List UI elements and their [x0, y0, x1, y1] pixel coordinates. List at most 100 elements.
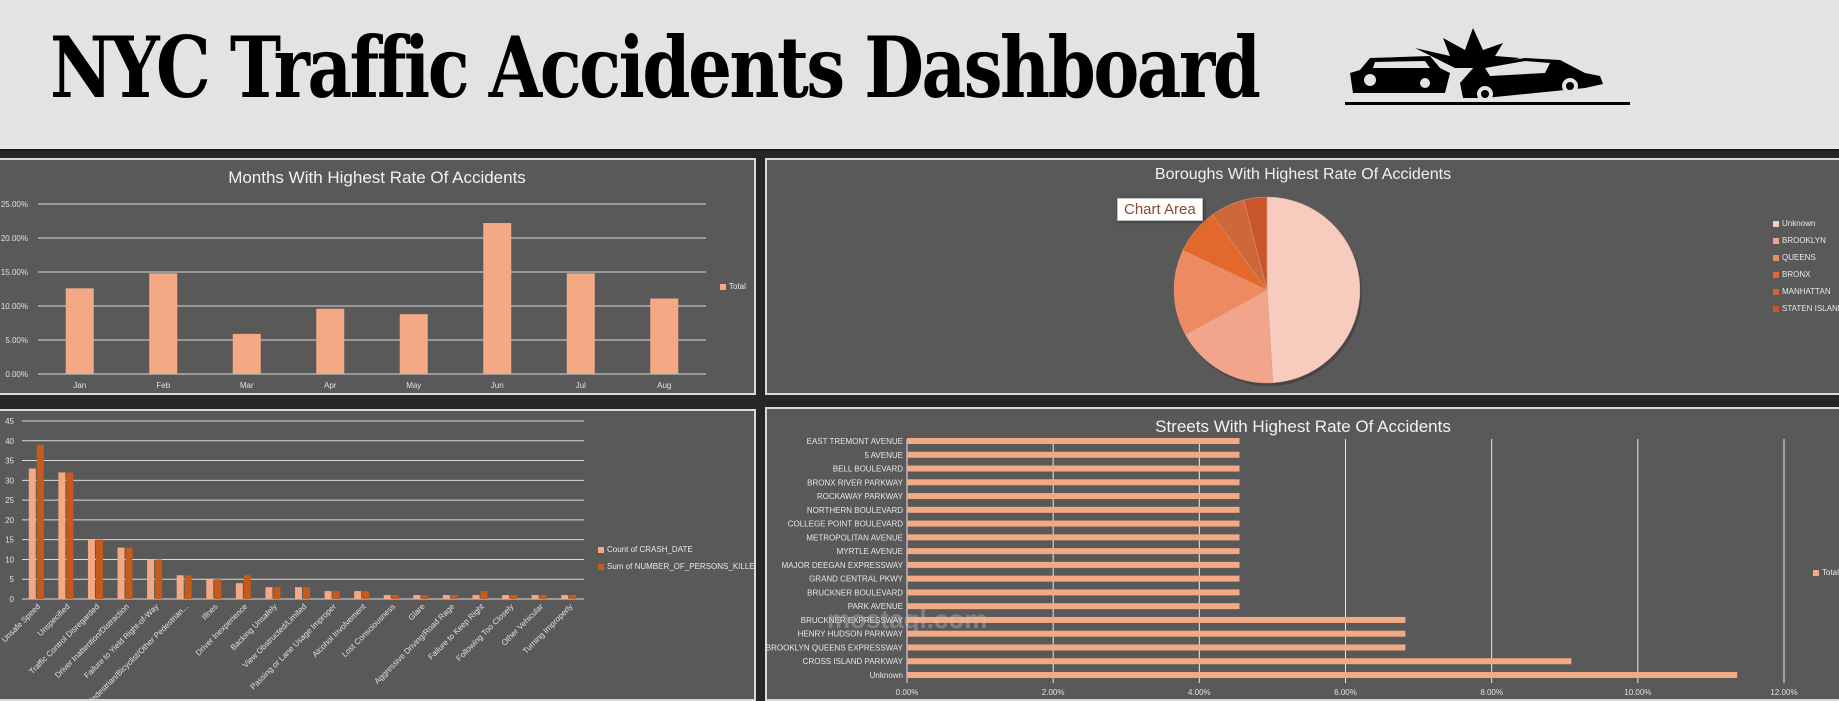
- months-bar-chart[interactable]: 0.00% 5.00% 10.00% 15.00% 20.00% 25.00% Jan Feb…: [0, 160, 756, 395]
- bar[interactable]: [907, 561, 1240, 568]
- bar[interactable]: [316, 308, 345, 374]
- bar-killed[interactable]: [66, 472, 74, 599]
- bar-killed[interactable]: [95, 539, 103, 599]
- x-tick: Jan: [73, 381, 86, 390]
- bar-killed[interactable]: [362, 591, 370, 599]
- page-title: NYC Traffic Accidents Dashboard: [50, 18, 1261, 117]
- bar-killed[interactable]: [421, 595, 429, 599]
- bar-count[interactable]: [354, 591, 362, 599]
- bar-count[interactable]: [472, 595, 480, 599]
- legend-item: Count of CRASH_DATE: [598, 541, 754, 558]
- bar[interactable]: [232, 333, 261, 374]
- boroughs-pie-chart[interactable]: [767, 160, 1839, 395]
- pie-slice[interactable]: [1185, 289, 1274, 384]
- bar-killed[interactable]: [510, 595, 518, 599]
- bar-count[interactable]: [413, 595, 421, 599]
- bar-killed[interactable]: [125, 547, 133, 599]
- boroughs-chart-panel[interactable]: Boroughs With Highest Rate Of Accidents …: [765, 158, 1839, 395]
- y-tick: METROPOLITAN AVENUE: [806, 533, 903, 542]
- bar[interactable]: [907, 630, 1406, 637]
- bar-count[interactable]: [147, 559, 155, 599]
- bar-killed[interactable]: [36, 444, 44, 599]
- bar[interactable]: [907, 534, 1240, 541]
- bar-count[interactable]: [531, 595, 539, 599]
- y-tick: EAST TREMONT AVENUE: [807, 437, 903, 446]
- bar[interactable]: [907, 451, 1240, 458]
- x-tick: Lost Consciousness: [340, 602, 397, 659]
- streets-chart-panel[interactable]: Streets With Highest Rate Of Accidents 0…: [765, 407, 1839, 701]
- bar-killed[interactable]: [332, 591, 340, 599]
- bar-killed[interactable]: [569, 595, 577, 599]
- y-tick: CROSS ISLAND PARKWAY: [803, 657, 904, 666]
- x-tick: Unsafe Speed: [0, 602, 42, 644]
- x-tick: Turning Improperly: [521, 602, 575, 656]
- bar-count[interactable]: [87, 539, 95, 599]
- bar-killed[interactable]: [539, 595, 547, 599]
- dashboard-header: NYC Traffic Accidents Dashboard: [0, 0, 1839, 151]
- bar[interactable]: [907, 672, 1738, 678]
- bar-killed[interactable]: [273, 587, 281, 599]
- bar-killed[interactable]: [391, 595, 399, 599]
- bar-killed[interactable]: [155, 559, 163, 599]
- bar-count[interactable]: [265, 587, 273, 599]
- bar-count[interactable]: [206, 579, 214, 599]
- y-tick: 20.00%: [1, 234, 28, 243]
- bar-count[interactable]: [28, 468, 36, 599]
- y-tick: BRONX RIVER PARKWAY: [807, 478, 904, 487]
- bar[interactable]: [907, 438, 1240, 444]
- bar-count[interactable]: [295, 587, 302, 599]
- car-crash-icon: [1345, 28, 1630, 105]
- bar[interactable]: [907, 465, 1240, 472]
- bar[interactable]: [483, 223, 512, 374]
- bar-count[interactable]: [176, 575, 184, 599]
- factors-chart-panel[interactable]: 0 5 10 15 20 25 30 35 40 45 Unsafe Speed Unspecifie…: [0, 409, 756, 701]
- bar-count[interactable]: [442, 595, 450, 599]
- pie-slice[interactable]: [1266, 196, 1361, 384]
- bar[interactable]: [907, 603, 1240, 610]
- y-tick: BROOKLYN QUEENS EXPRESSWAY: [767, 643, 904, 652]
- y-tick: Unknown: [870, 671, 903, 680]
- bar[interactable]: [907, 493, 1240, 500]
- bar-count[interactable]: [383, 595, 391, 599]
- pie-slice[interactable]: [1243, 196, 1268, 291]
- pie-slice[interactable]: [1173, 250, 1268, 336]
- bar-count[interactable]: [58, 472, 66, 599]
- streets-bar-chart[interactable]: 0.00% 2.00% 4.00% 6.00% 8.00% 10.00% 12.00% EAS…: [767, 409, 1839, 701]
- bar[interactable]: [149, 273, 178, 374]
- bar[interactable]: [907, 658, 1572, 665]
- bar-killed[interactable]: [450, 595, 458, 599]
- bar[interactable]: [907, 479, 1240, 486]
- y-tick: 0: [10, 595, 15, 604]
- bar-count[interactable]: [502, 595, 510, 599]
- bar[interactable]: [399, 314, 428, 374]
- bar-killed[interactable]: [184, 575, 192, 599]
- bar[interactable]: [907, 575, 1240, 582]
- bar[interactable]: [907, 548, 1240, 555]
- bar[interactable]: [907, 616, 1406, 623]
- bar[interactable]: [65, 288, 94, 374]
- bar[interactable]: [907, 520, 1240, 527]
- bar-killed[interactable]: [303, 587, 310, 599]
- y-tick: 15: [5, 536, 14, 545]
- bar-count[interactable]: [561, 595, 569, 599]
- bar[interactable]: [907, 506, 1240, 513]
- legend-item: BRONX: [1773, 266, 1839, 283]
- bar-killed[interactable]: [243, 575, 251, 599]
- bar[interactable]: [907, 644, 1406, 651]
- x-tick: 8.00%: [1480, 688, 1503, 697]
- bar-count[interactable]: [235, 583, 243, 599]
- x-tick: May: [406, 381, 421, 390]
- months-chart-panel[interactable]: Months With Highest Rate Of Accidents 0.…: [0, 158, 756, 395]
- chart-legend: Total: [1813, 564, 1839, 581]
- bar[interactable]: [650, 298, 679, 374]
- y-tick: 5 AVENUE: [864, 451, 903, 460]
- bar[interactable]: [566, 273, 595, 374]
- bar-count[interactable]: [324, 591, 332, 599]
- bar-killed[interactable]: [214, 579, 222, 599]
- bar-count[interactable]: [117, 547, 125, 599]
- bar[interactable]: [907, 589, 1240, 596]
- x-tick: Jun: [491, 381, 504, 390]
- bar-killed[interactable]: [480, 591, 488, 599]
- y-tick: MYRTLE AVENUE: [837, 547, 903, 556]
